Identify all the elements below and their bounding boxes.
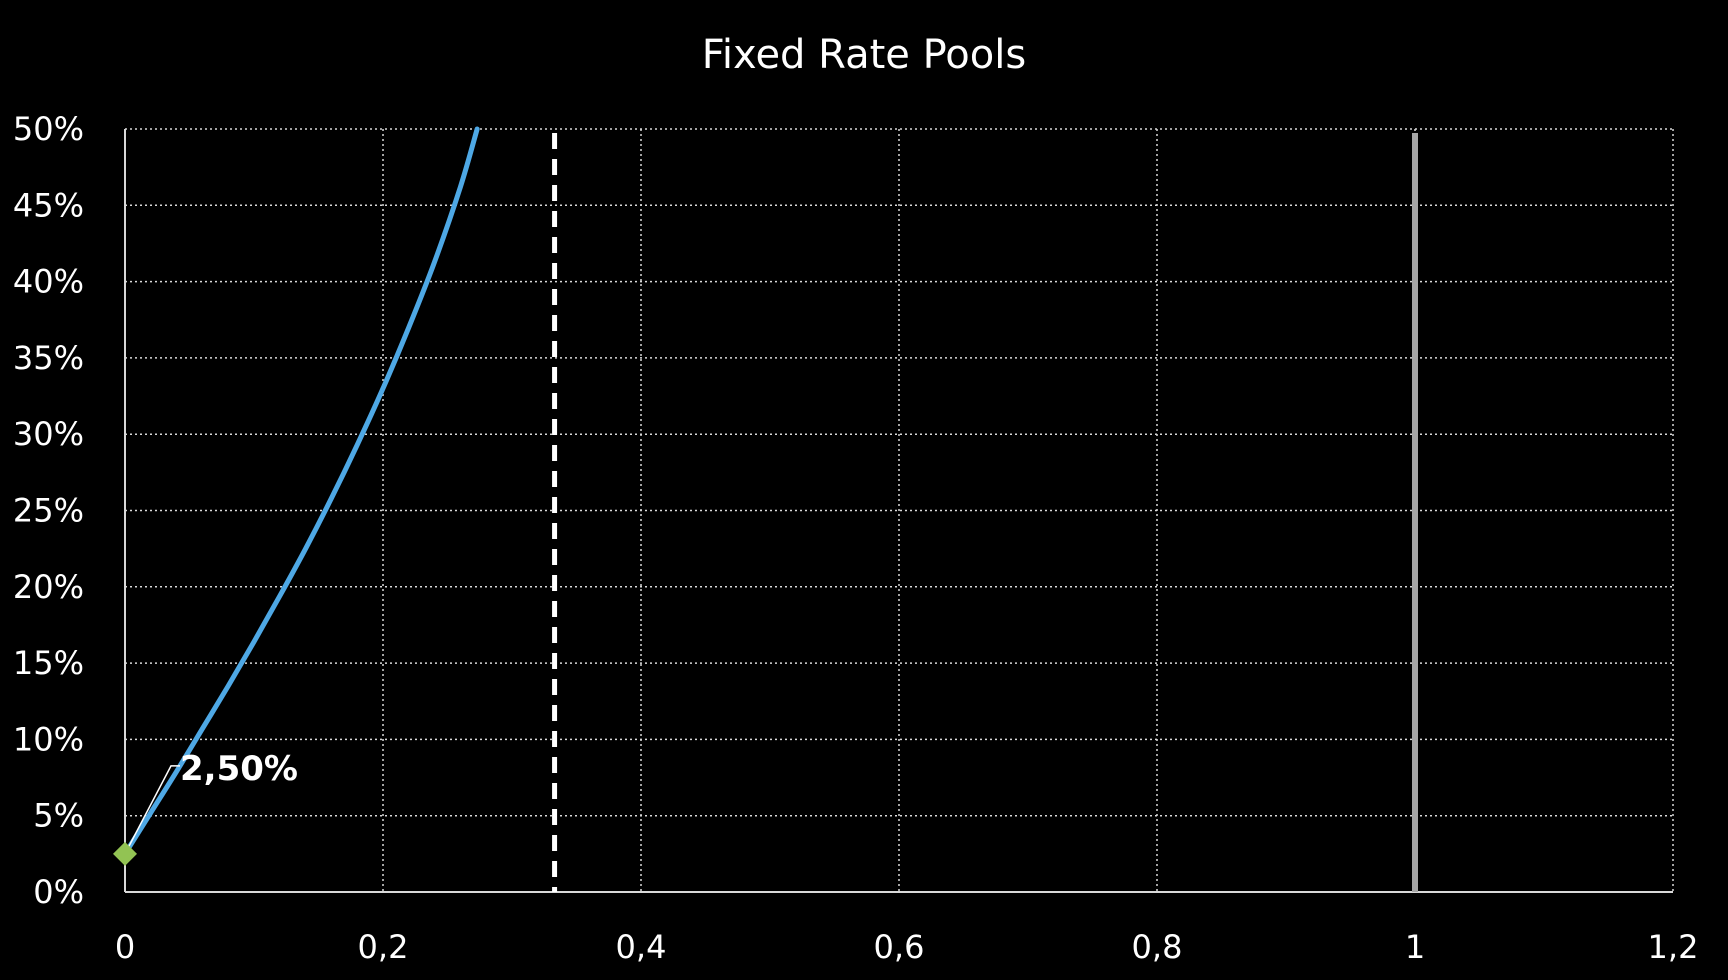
y-tick-label: 10% [13,720,84,758]
x-tick-label: 1 [1405,928,1425,966]
marker-layer: 2,50% [113,749,298,866]
y-tick-label: 15% [13,644,84,682]
reference-lines [552,133,1418,892]
y-tick-label: 25% [13,492,84,530]
y-tick-label: 45% [13,186,84,224]
x-tick-label: 0,8 [1132,928,1183,966]
y-tick-label: 40% [13,263,84,301]
x-tick-label: 0,2 [358,928,409,966]
y-tick-label: 30% [13,415,84,453]
y-tick-label: 50% [13,110,84,148]
data-label: 2,50% [180,749,298,789]
x-tick-label: 1,2 [1648,928,1699,966]
data-point-marker [113,841,137,866]
y-tick-label: 35% [13,339,84,377]
data-label-leader [124,765,180,855]
x-tick-label: 0,6 [874,928,925,966]
x-tick-label: 0,4 [616,928,667,966]
tick-labels: 0% 5% 10% 15% 20% 25% 30% 35% 40% 45% 50% 0 0,2 0,4 0,… [13,110,1699,966]
y-tick-label: 20% [13,568,84,606]
y-tick-label: 5% [33,797,84,835]
x-tick-label: 0 [115,928,135,966]
chart-title: Fixed Rate Pools [702,32,1026,78]
series-layer [122,126,480,857]
y-tick-label: 0% [33,873,84,911]
series-line [122,126,480,857]
